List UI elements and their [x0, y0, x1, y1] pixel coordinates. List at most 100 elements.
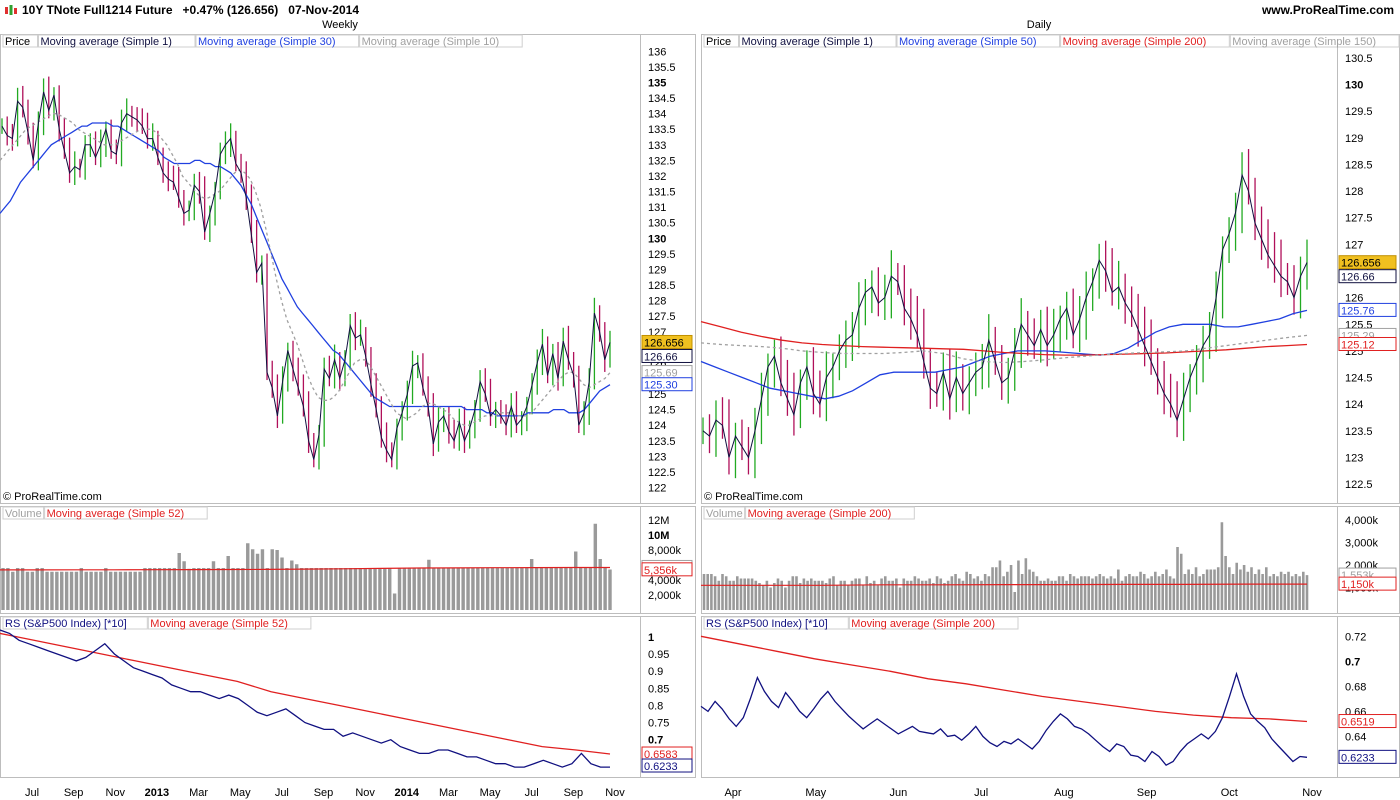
daily-volume-volume-bar — [1083, 576, 1087, 610]
daily-volume-volume-bar — [939, 578, 943, 610]
weekly-x-tick: 2014 — [395, 787, 420, 799]
daily-price-y-tick: 127 — [1345, 239, 1363, 251]
weekly-volume-volume-bar — [329, 568, 333, 610]
weekly-volume-volume-bar — [388, 568, 392, 610]
daily-volume-volume-bar — [1265, 567, 1268, 610]
weekly-volume-volume-bar — [304, 568, 309, 610]
daily-rs-legend-0: RS (S&P500 Index) [*10] — [706, 618, 828, 630]
weekly-volume-volume-bar — [422, 568, 426, 610]
daily-rs-ma200_value: 0.6519 — [1341, 717, 1375, 729]
weekly-x-tick: Jul — [275, 787, 289, 799]
weekly-price-y-tick: 130 — [648, 233, 666, 245]
weekly-volume-volume-bar — [461, 568, 465, 610]
daily-price-copyright: © ProRealTime.com — [704, 491, 803, 503]
daily-volume-volume-bar — [1113, 578, 1116, 610]
weekly-volume-volume-bar — [358, 568, 363, 610]
daily-price-y-tick: 129 — [1345, 133, 1363, 145]
daily-volume-legend-1: Moving average (Simple 200) — [748, 508, 892, 520]
daily-price-y-tick: 129.5 — [1345, 106, 1373, 118]
daily-volume-volume-bar — [1098, 574, 1102, 610]
weekly-volume-volume-bar — [407, 568, 412, 610]
daily-volume-volume-bar — [817, 580, 820, 610]
weekly-volume-volume-bar — [569, 568, 573, 610]
weekly-volume-volume-bar — [436, 568, 441, 610]
weekly-volume-volume-bar — [74, 571, 79, 610]
weekly-volume-volume-bar — [314, 568, 319, 610]
weekly-volume-volume-bar — [138, 571, 142, 610]
daily-volume-volume-bar — [769, 587, 772, 610]
daily-volume-volume-bar — [1216, 567, 1220, 610]
weekly-price-y-tick: 129 — [648, 264, 666, 276]
weekly-volume-volume-bar — [64, 571, 69, 610]
daily-volume-volume-bar — [1046, 578, 1050, 610]
chart-date: 07-Nov-2014 — [288, 3, 359, 17]
weekly-volume-volume-bar — [250, 549, 255, 610]
daily-price-y-tick: 127.5 — [1345, 213, 1373, 225]
daily-volume-volume-bar — [735, 576, 739, 610]
weekly-price-legend-chip — [195, 34, 360, 48]
weekly-volume-volume-bar — [15, 568, 20, 610]
daily-volume-volume-bar — [1013, 592, 1017, 610]
daily-price-legend-chip — [703, 34, 739, 48]
daily-volume-volume-bar — [1043, 580, 1046, 610]
daily-volume-volume-bar — [869, 583, 872, 610]
daily-price-y-tick: 123 — [1345, 452, 1363, 464]
weekly-volume-volume-bar — [123, 571, 128, 610]
weekly-volume-volume-bar — [319, 568, 323, 610]
daily-price-y-tick: 130.5 — [1345, 53, 1373, 65]
weekly-volume-volume-bar — [187, 568, 191, 610]
weekly-volume-volume-bar — [564, 568, 568, 610]
weekly-volume-volume-bar — [368, 568, 372, 610]
daily-volume-volume-bar — [806, 580, 809, 610]
daily-volume-volume-bar — [784, 587, 787, 610]
daily-price-y-tick: 126 — [1345, 293, 1363, 305]
daily-volume-volume-bar — [717, 580, 721, 610]
weekly-volume-volume-bar — [495, 568, 500, 610]
weekly-volume-volume-bar — [339, 568, 343, 610]
daily-volume-volume-bar — [924, 580, 928, 610]
weekly-volume-volume-bar — [412, 568, 416, 610]
daily-volume-volume-bar — [1094, 576, 1098, 610]
weekly-price-y-tick: 122.5 — [648, 467, 676, 479]
daily-volume-volume-bar — [854, 578, 857, 610]
weekly-volume-volume-bar — [427, 559, 431, 610]
weekly-price-y-tick: 134.5 — [648, 93, 676, 105]
weekly-volume-volume-bar — [383, 568, 387, 610]
weekly-volume-volume-bar — [520, 568, 524, 610]
daily-volume-volume-bar — [1242, 565, 1246, 610]
weekly-volume-volume-bar — [334, 568, 338, 610]
weekly-volume-volume-bar — [45, 571, 49, 610]
daily-volume-y-tick: 4,000k — [1345, 515, 1379, 527]
weekly-volume-volume-bar — [60, 571, 64, 610]
daily-volume-volume-bar — [1072, 576, 1076, 610]
daily-volume-volume-bar — [965, 571, 968, 610]
daily-volume-volume-bar — [909, 580, 913, 610]
weekly-price-y-tick: 128 — [648, 296, 666, 308]
daily-volume-y-tick: 3,000k — [1345, 538, 1379, 550]
instrument-name: 10Y TNote Full1214 Future — [22, 3, 173, 17]
weekly-price-ma1-value-box — [641, 348, 693, 363]
weekly-volume-volume-bar — [69, 571, 74, 610]
weekly-volume-volume-bar — [104, 568, 108, 610]
weekly-price-y-tick: 122 — [648, 483, 666, 495]
weekly-volume-volume-bar — [603, 568, 607, 610]
daily-volume-volume-bar — [1220, 522, 1224, 610]
daily-volume-volume-bar — [1109, 576, 1113, 610]
weekly-volume-volume-bar — [353, 568, 358, 610]
daily-volume-volume-bar — [917, 578, 920, 610]
daily-volume-volume-bar — [1102, 576, 1105, 610]
daily-volume-volume-bar — [846, 585, 850, 610]
daily-volume-volume-bar — [1246, 571, 1250, 610]
weekly-volume-volume-bar — [255, 553, 260, 610]
daily-volume-volume-bar — [1068, 574, 1072, 610]
website-link[interactable]: www.ProRealTime.com — [1261, 3, 1394, 17]
daily-price-y-tick: 124 — [1345, 399, 1363, 411]
daily-rs-rs-line — [700, 671, 1308, 767]
weekly-price-y-tick: 133.5 — [648, 124, 676, 136]
weekly-volume-volume-bar — [598, 559, 602, 610]
daily-volume-volume-bar — [839, 580, 843, 610]
daily-volume-volume-bar — [1150, 576, 1153, 610]
weekly-volume-volume-bar — [500, 568, 505, 610]
weekly-volume-volume-bar — [456, 568, 460, 610]
weekly-volume-volume-bar — [50, 571, 54, 610]
